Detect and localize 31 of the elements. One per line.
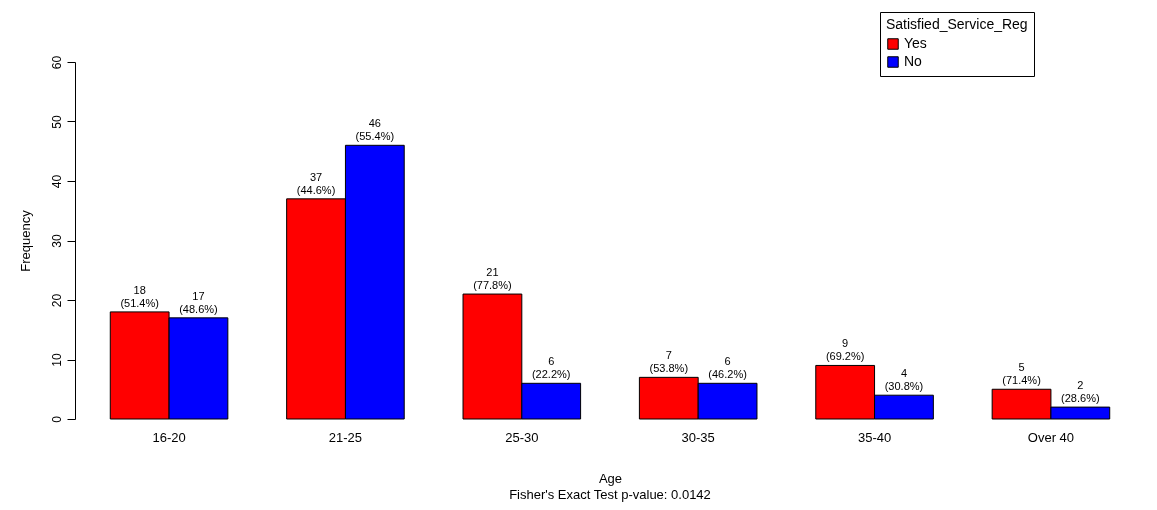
data-label: 5 (71.4%) — [1002, 361, 1041, 387]
text: Fisher's Exact Test p-value: 0.0142 — [509, 487, 711, 502]
data-label: 2 (28.6%) — [1061, 379, 1100, 405]
x-tick-label: 35-40 — [857, 429, 892, 445]
x-tick-label: 30-35 — [681, 429, 715, 445]
x-tick-label: Over 40 — [1027, 429, 1075, 445]
data-label: 9 (69.2%) — [825, 337, 865, 363]
data-label: 6 (22.2%) — [531, 355, 571, 381]
x-axis-title: Age — [598, 470, 623, 486]
legend-label: Yes — [904, 35, 927, 51]
y-tick-label: 0 — [49, 415, 64, 423]
data-label: 18 (51.4%) — [120, 283, 159, 309]
y-axis-title: Frequency — [17, 209, 33, 272]
x-tick-label: 16-20 — [152, 429, 186, 445]
data-label: 7 (53.8%) — [649, 349, 689, 375]
data-label: 46 (55.4%) — [355, 117, 395, 143]
y-tick-label: 20 — [49, 293, 64, 308]
legend-label: No — [904, 53, 923, 69]
y-tick-label: 60 — [49, 55, 64, 70]
x-tick-label: 25-30 — [505, 429, 539, 445]
x-tick-label: 21-25 — [328, 429, 363, 445]
y-tick-label: 10 — [49, 353, 64, 367]
legend-title: Satisfied_Service_Reg — [886, 16, 1028, 32]
data-label: 17 (48.6%) — [179, 289, 218, 315]
y-tick-label: 50 — [49, 115, 64, 129]
data-label: 37 (44.6%) — [296, 170, 336, 196]
data-label: 4 (30.8%) — [884, 367, 924, 393]
y-tick-label: 30 — [49, 234, 64, 248]
data-label: 6 (46.2%) — [708, 355, 747, 381]
data-label: 21 (77.8%) — [473, 266, 512, 292]
y-tick-label: 40 — [49, 174, 64, 189]
